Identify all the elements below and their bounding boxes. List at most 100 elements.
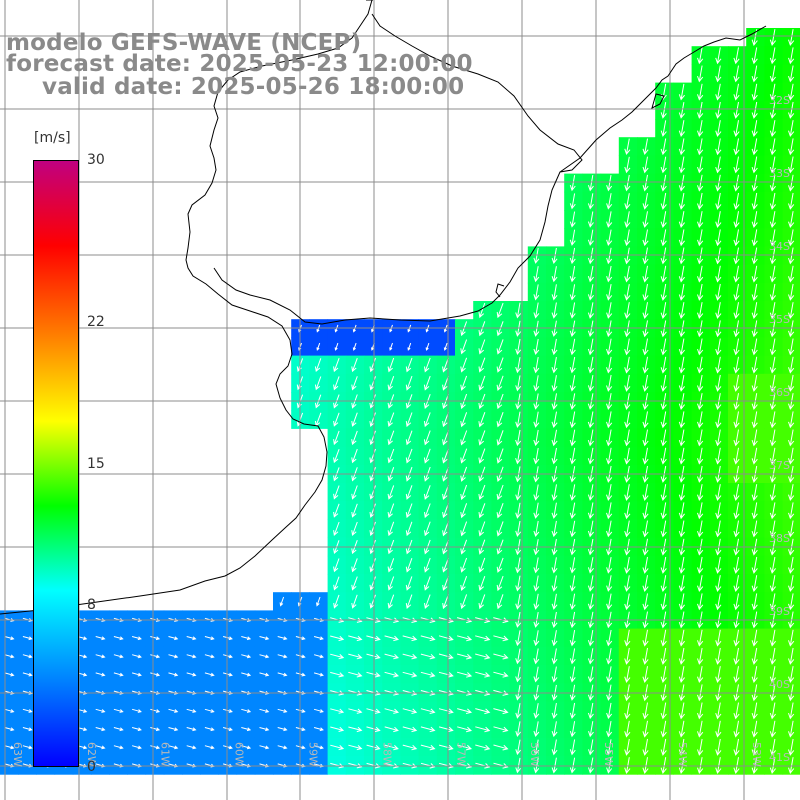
- wind-arrow: [733, 101, 740, 119]
- wind-arrow: [259, 745, 270, 750]
- wind-arrow: [493, 635, 509, 642]
- wind-arrow: [131, 654, 142, 659]
- latitude-label: 37S: [769, 459, 790, 472]
- wind-arrow: [751, 65, 758, 83]
- wind-arrow: [751, 629, 758, 647]
- wind-arrow: [788, 356, 795, 374]
- wind-arrow: [697, 502, 704, 520]
- wind-arrow: [697, 265, 704, 283]
- wind-arrow: [330, 653, 345, 660]
- wind-arrow: [697, 647, 704, 665]
- wind-arrow: [407, 342, 412, 351]
- wind-arrow: [697, 101, 704, 119]
- wind-arrow: [204, 745, 215, 750]
- wind-arrow: [751, 447, 758, 465]
- wind-arrow: [22, 745, 33, 750]
- wind-arrow: [569, 193, 576, 210]
- wind-arrow: [678, 520, 685, 538]
- wind-arrow: [460, 557, 468, 573]
- wind-arrow: [316, 342, 321, 351]
- wind-arrow: [660, 338, 667, 356]
- wind-arrow: [438, 635, 454, 642]
- wind-arrow: [624, 374, 631, 392]
- wind-arrow: [678, 702, 685, 720]
- wind-arrow: [733, 684, 740, 702]
- wind-arrow: [277, 745, 288, 750]
- wind-arrow: [715, 593, 722, 611]
- wind-arrow: [715, 138, 722, 156]
- wind-arrow: [95, 708, 106, 713]
- wind-arrow: [569, 502, 576, 520]
- wind-arrow: [569, 447, 576, 465]
- wind-arrow: [642, 629, 649, 647]
- wind-arrow: [569, 557, 576, 574]
- wind-arrow: [4, 727, 15, 732]
- wind-arrow: [551, 703, 558, 719]
- wind-arrow: [369, 376, 376, 391]
- wind-arrow: [551, 338, 558, 356]
- wind-arrow: [515, 684, 522, 701]
- wind-arrow: [733, 192, 740, 210]
- wind-arrow: [384, 671, 400, 678]
- wind-arrow: [457, 744, 473, 751]
- wind-arrow: [624, 702, 631, 720]
- wind-arrow: [496, 339, 504, 355]
- wind-arrow: [733, 757, 740, 775]
- wind-arrow: [551, 284, 558, 301]
- wind-arrow: [569, 338, 576, 356]
- wind-arrow: [769, 47, 776, 65]
- wind-arrow: [313, 708, 324, 713]
- wind-arrow: [313, 745, 324, 750]
- wind-arrow: [751, 647, 758, 665]
- latitude-label: 33S: [769, 167, 790, 180]
- wind-arrow: [606, 229, 613, 247]
- wind-arrow: [366, 708, 381, 714]
- wind-arrow: [402, 708, 418, 714]
- wind-arrow: [697, 447, 704, 465]
- wind-arrow: [715, 502, 722, 520]
- wind-arrow: [697, 47, 704, 65]
- wind-arrow: [387, 448, 395, 464]
- wind-arrow: [348, 744, 363, 751]
- wind-arrow: [660, 174, 667, 192]
- wind-arrow: [751, 484, 758, 502]
- wind-arrow: [660, 138, 667, 156]
- wind-arrow: [751, 211, 758, 229]
- wind-arrow: [420, 635, 436, 642]
- wind-arrow: [587, 375, 594, 392]
- wind-arrow: [788, 283, 795, 301]
- wind-arrow: [715, 429, 722, 447]
- wind-arrow: [660, 757, 667, 775]
- wind-arrow: [369, 594, 376, 609]
- wind-arrow: [369, 448, 376, 464]
- wind-arrow: [642, 502, 649, 520]
- valid-date: valid date: 2025-05-26 18:00:00: [42, 74, 465, 100]
- wind-arrow: [277, 727, 288, 732]
- wind-arrow: [150, 727, 161, 732]
- wind-arrow: [660, 447, 667, 465]
- wind-arrow: [606, 557, 613, 574]
- wind-arrow: [387, 503, 395, 518]
- wind-arrow: [366, 726, 381, 733]
- wind-arrow: [478, 375, 486, 391]
- wind-arrow: [769, 302, 776, 320]
- wind-arrow: [697, 192, 704, 210]
- wind-arrow: [569, 356, 576, 374]
- wind-arrow: [423, 430, 431, 446]
- wind-arrow: [533, 630, 540, 647]
- wind-arrow: [478, 412, 486, 428]
- wind-arrow: [113, 745, 124, 750]
- wind-arrow: [697, 138, 704, 156]
- wind-arrow: [333, 412, 340, 427]
- wind-arrow: [606, 757, 613, 774]
- wind-arrow: [405, 448, 413, 464]
- wind-arrow: [751, 283, 758, 301]
- longitude-label: 60W: [233, 742, 246, 767]
- wind-arrow: [751, 502, 758, 520]
- wind-arrow: [606, 739, 613, 756]
- wind-arrow: [715, 174, 722, 192]
- wind-arrow: [606, 666, 613, 683]
- wind-arrow: [515, 484, 522, 501]
- wind-arrow: [769, 447, 776, 465]
- wind-arrow: [150, 745, 161, 750]
